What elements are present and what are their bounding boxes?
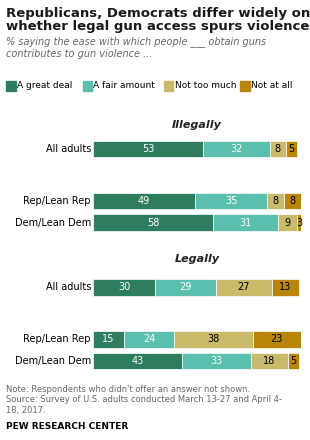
Text: 3: 3 xyxy=(297,217,303,227)
Text: Legally: Legally xyxy=(174,254,219,264)
Bar xyxy=(297,214,303,231)
Text: 23: 23 xyxy=(271,334,283,345)
Bar xyxy=(93,279,155,296)
Bar xyxy=(124,331,174,348)
Text: A fair amount: A fair amount xyxy=(93,81,155,90)
Text: 9: 9 xyxy=(284,217,290,227)
Text: PEW RESEARCH CENTER: PEW RESEARCH CENTER xyxy=(6,422,128,431)
Bar xyxy=(93,214,214,231)
Text: 53: 53 xyxy=(142,144,154,154)
Bar xyxy=(93,353,182,369)
Text: Not at all: Not at all xyxy=(251,81,293,90)
Text: Rep/Lean Rep: Rep/Lean Rep xyxy=(24,334,91,345)
Bar xyxy=(288,353,299,369)
Text: 15: 15 xyxy=(102,334,115,345)
Text: 58: 58 xyxy=(147,217,159,227)
Text: Illegally: Illegally xyxy=(172,120,222,130)
Text: Dem/Lean Dem: Dem/Lean Dem xyxy=(15,356,91,366)
Text: 30: 30 xyxy=(118,282,130,293)
Bar xyxy=(93,141,203,157)
Text: 8: 8 xyxy=(273,196,279,206)
Bar xyxy=(203,141,270,157)
Text: Dem/Lean Dem: Dem/Lean Dem xyxy=(15,217,91,227)
Bar xyxy=(214,214,278,231)
Text: Note: Respondents who didn't offer an answer not shown.
Source: Survey of U.S. a: Note: Respondents who didn't offer an an… xyxy=(6,385,282,415)
Text: Republicans, Democrats differ widely on: Republicans, Democrats differ widely on xyxy=(6,7,310,20)
Text: 49: 49 xyxy=(138,196,150,206)
Bar xyxy=(93,331,124,348)
Text: All adults: All adults xyxy=(46,144,91,154)
Text: % saying the ease with which people ___ obtain guns
contributes to gun violence : % saying the ease with which people ___ … xyxy=(6,36,266,59)
Text: 43: 43 xyxy=(131,356,144,366)
Text: 18: 18 xyxy=(264,356,276,366)
Bar xyxy=(286,141,297,157)
Text: 32: 32 xyxy=(230,144,242,154)
Bar xyxy=(268,193,284,209)
Text: whether legal gun access spurs violence: whether legal gun access spurs violence xyxy=(6,20,310,33)
Bar xyxy=(269,141,286,157)
Text: 5: 5 xyxy=(290,356,297,366)
Bar xyxy=(253,331,301,348)
Text: Rep/Lean Rep: Rep/Lean Rep xyxy=(24,196,91,206)
Text: 8: 8 xyxy=(289,196,295,206)
Text: 5: 5 xyxy=(288,144,294,154)
Bar xyxy=(215,279,272,296)
Text: 35: 35 xyxy=(225,196,237,206)
Text: 13: 13 xyxy=(279,282,291,293)
Bar xyxy=(182,353,251,369)
Bar xyxy=(195,193,268,209)
Bar xyxy=(251,353,288,369)
Text: Not too much: Not too much xyxy=(175,81,237,90)
Text: 27: 27 xyxy=(237,282,250,293)
Bar xyxy=(155,279,215,296)
Text: 24: 24 xyxy=(143,334,155,345)
Bar xyxy=(272,279,299,296)
Text: 8: 8 xyxy=(275,144,281,154)
Bar xyxy=(93,193,195,209)
Text: 33: 33 xyxy=(210,356,223,366)
Text: 31: 31 xyxy=(240,217,252,227)
Bar xyxy=(278,214,297,231)
Text: All adults: All adults xyxy=(46,282,91,293)
Bar xyxy=(174,331,253,348)
Text: A great deal: A great deal xyxy=(17,81,73,90)
Bar xyxy=(284,193,301,209)
Text: 38: 38 xyxy=(207,334,219,345)
Text: 29: 29 xyxy=(179,282,192,293)
